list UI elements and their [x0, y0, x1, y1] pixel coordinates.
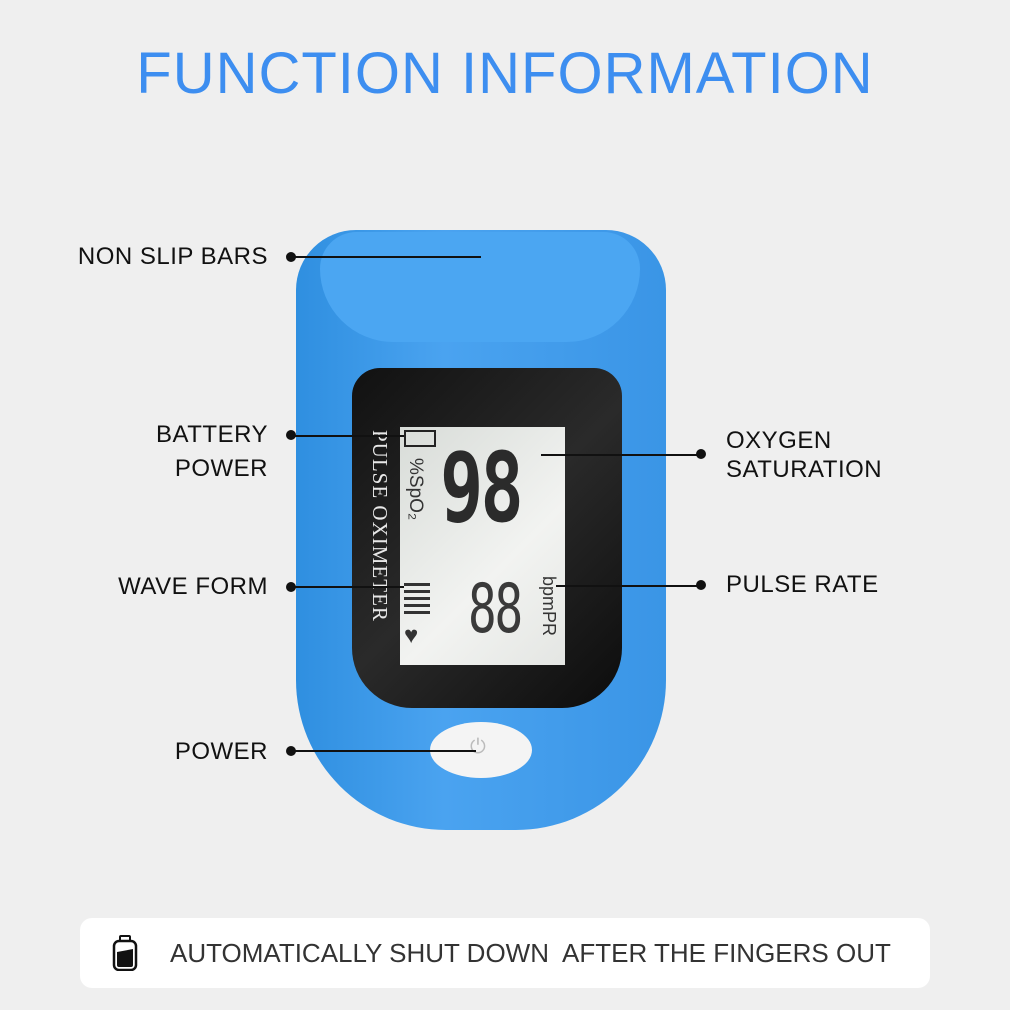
callout-line [291, 586, 404, 588]
label-power: POWER [174, 738, 268, 765]
callout-line [291, 256, 481, 258]
callout-line [291, 750, 476, 752]
callout-line [556, 585, 701, 587]
callout-line [291, 435, 404, 437]
waveform-icon [404, 583, 430, 614]
label-power-2: POWER [174, 455, 268, 482]
label-oxygen: OXYGEN [726, 427, 832, 454]
callout-dot [696, 449, 706, 459]
heart-icon: ♥ [404, 622, 419, 649]
battery-indicator-icon [404, 430, 436, 447]
non-slip-cap [320, 232, 640, 342]
pulse-value: 88 [468, 570, 523, 649]
label-saturation: SATURATION [726, 456, 883, 483]
label-battery: BATTERY [156, 421, 268, 448]
callout-dot [696, 580, 706, 590]
pulse-unit: bpmPR [539, 576, 559, 637]
spo2-unit: %SpO₂ [405, 458, 426, 521]
callout-line [541, 454, 701, 456]
battery-icon [112, 935, 138, 971]
lcd-screen [400, 427, 565, 665]
banner-text: AUTOMATICALLY SHUT DOWN AFTER THE FINGER… [170, 938, 891, 968]
label-wave-form: WAVE FORM [118, 573, 268, 600]
power-icon: ⏻ [470, 736, 486, 758]
page-title: FUNCTION INFORMATION [136, 41, 874, 106]
label-non-slip-bars: NON SLIP BARS [77, 243, 268, 270]
label-pulse-rate: PULSE RATE [726, 571, 879, 598]
info-banner [80, 918, 930, 988]
spo2-value: 98 [440, 432, 524, 544]
brand-text: PULSE OXIMETER [368, 430, 392, 622]
